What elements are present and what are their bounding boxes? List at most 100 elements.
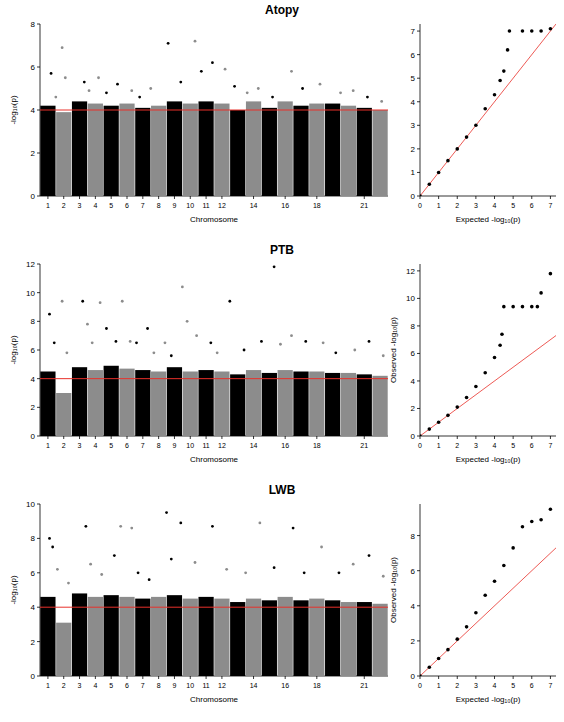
y-tick-label: 2 [411, 637, 416, 646]
qq-point [420, 674, 422, 676]
y-tick-label: 8 [411, 532, 416, 541]
snp-point [54, 96, 57, 99]
y-tick-label: 12 [26, 260, 35, 269]
qq-point [549, 272, 553, 276]
qq-point [493, 356, 497, 360]
x-tick-label: 1 [46, 682, 50, 689]
y-tick [417, 640, 420, 641]
snp-point [170, 558, 173, 561]
x-tick-label: 1 [46, 202, 50, 209]
y-tick [37, 153, 40, 154]
y-tick-label: 8 [31, 534, 36, 543]
snp-band [357, 602, 372, 676]
y-tick [417, 148, 420, 149]
snp-band [151, 372, 166, 437]
snp-band [40, 372, 55, 437]
x-tick-label: 1 [437, 202, 441, 209]
snp-band [246, 101, 261, 196]
snp-band [167, 101, 182, 196]
x-tick-label: 6 [530, 202, 534, 209]
snp-band [262, 373, 277, 436]
snp-point [51, 546, 54, 549]
x-tick-label: 7 [141, 682, 145, 689]
snp-band [88, 370, 103, 436]
snp-band [262, 600, 277, 676]
x-tick-label: 7 [141, 202, 145, 209]
y-tick [37, 607, 40, 608]
x-tick-label: 12 [218, 202, 226, 209]
x-tick [221, 436, 222, 439]
snp-point [233, 85, 236, 88]
y-tick [37, 350, 40, 351]
snp-band [341, 373, 356, 436]
y-axis-label: -log₁₀(p) [9, 335, 18, 364]
snp-point [138, 96, 141, 99]
x-tick-label: 16 [281, 682, 289, 689]
x-tick [364, 436, 365, 439]
y-tick [37, 292, 40, 293]
x-tick-label: 14 [250, 202, 258, 209]
x-tick [95, 196, 96, 199]
x-tick [438, 196, 439, 199]
x-tick-label: 1 [437, 682, 441, 689]
snp-point [292, 527, 295, 530]
x-tick [127, 196, 128, 199]
snp-point [322, 341, 325, 344]
y-tick-label: 0 [31, 432, 36, 441]
y-tick [37, 321, 40, 322]
x-tick-label: 16 [281, 442, 289, 449]
snp-band [72, 101, 87, 196]
x-axis-label: Chromosome [190, 455, 239, 464]
snp-point [167, 42, 170, 45]
y-tick-label: 6 [411, 51, 416, 60]
snp-band [40, 597, 55, 676]
x-tick [79, 196, 80, 199]
title: LWB [269, 483, 296, 497]
snp-band [230, 374, 245, 436]
snp-band [183, 372, 198, 437]
plot-area [420, 264, 556, 436]
x-axis-label: Chromosome [190, 695, 239, 704]
x-tick [63, 676, 64, 679]
snp-point [50, 72, 53, 75]
snp-band [135, 108, 150, 196]
snp-point [304, 340, 307, 343]
x-tick [111, 196, 112, 199]
y-tick [417, 353, 420, 354]
y-tick [37, 110, 40, 111]
y-tick-label: 3 [411, 121, 416, 130]
snp-point [135, 341, 138, 344]
x-tick [420, 676, 421, 679]
x-tick [63, 436, 64, 439]
y-tick [417, 31, 420, 32]
y-tick [37, 407, 40, 408]
x-tick-label: 7 [548, 442, 552, 449]
x-tick [79, 436, 80, 439]
x-tick-label: 4 [93, 202, 97, 209]
snp-point [290, 334, 293, 337]
qq-point [493, 579, 497, 583]
snp-point [380, 100, 383, 103]
snp-band [325, 104, 340, 196]
qq-point [446, 648, 450, 652]
x-tick-label: 9 [173, 202, 177, 209]
x-tick-label: 21 [360, 442, 368, 449]
x-tick-label: 9 [173, 682, 177, 689]
y-tick-label: 0 [31, 672, 36, 681]
snp-band [246, 370, 261, 436]
qq-point [474, 611, 478, 615]
plot-area [420, 504, 556, 676]
snp-band [88, 597, 103, 676]
y-tick-label: 10 [26, 500, 35, 509]
x-tick-label: 10 [186, 442, 194, 449]
qq-point [465, 135, 469, 139]
y-tick [417, 125, 420, 126]
y-tick-label: 6 [411, 349, 416, 358]
snp-point [48, 313, 51, 316]
qq-point [474, 385, 478, 389]
snp-point [273, 265, 276, 268]
qq-point [500, 332, 504, 336]
x-tick [174, 196, 175, 199]
x-tick [158, 676, 159, 679]
x-tick [206, 676, 207, 679]
